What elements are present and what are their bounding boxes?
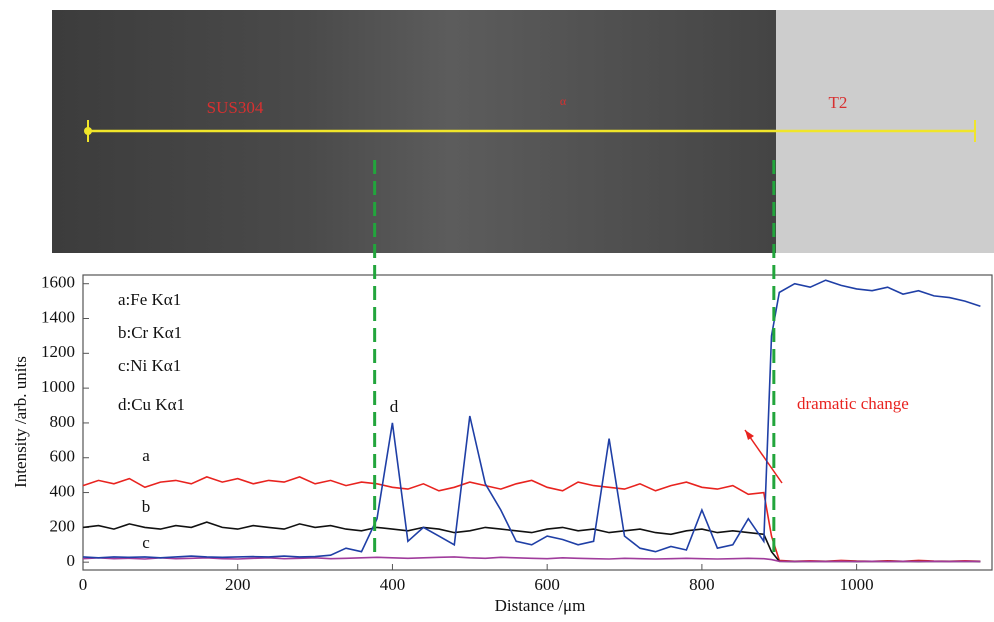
x-tick-label: 800	[689, 575, 715, 594]
x-tick-label: 600	[534, 575, 560, 594]
legend-entry: c:Ni Kα1	[118, 356, 181, 375]
x-tick-label: 0	[79, 575, 88, 594]
series-line	[82, 476, 981, 563]
series-label: a	[142, 446, 150, 465]
series-line	[82, 521, 981, 563]
legend-entry: a:Fe Kα1	[118, 290, 181, 309]
y-tick-label: 800	[50, 412, 76, 431]
series-label: c	[142, 533, 150, 552]
x-axis-title: Distance /μm	[495, 596, 586, 615]
annotation-arrow	[744, 429, 783, 484]
x-tick-label: 200	[225, 575, 251, 594]
y-tick-label: 200	[50, 516, 76, 535]
micrograph: SUS304 α T2	[52, 10, 994, 253]
arrow-head	[745, 430, 754, 440]
y-tick-label: 400	[50, 481, 76, 500]
y-tick-label: 1400	[41, 307, 75, 326]
legend-entry: b:Cr Kα1	[118, 323, 182, 342]
y-tick-label: 600	[50, 447, 76, 466]
series-line	[82, 556, 981, 563]
y-tick-label: 0	[67, 551, 76, 570]
x-tick-label: 1000	[840, 575, 874, 594]
y-tick-label: 1600	[41, 273, 75, 292]
region-label: α	[560, 94, 567, 108]
series-label: d	[390, 397, 399, 416]
series-line	[82, 279, 981, 559]
y-tick-label: 1200	[41, 342, 75, 361]
legend-entry: d:Cu Kα1	[118, 395, 185, 414]
region-label: SUS304	[207, 98, 264, 117]
x-tick-label: 400	[380, 575, 406, 594]
y-tick-label: 1000	[41, 377, 75, 396]
series-label: b	[142, 497, 151, 516]
region-label: T2	[829, 93, 848, 112]
annotation: dramatic change	[797, 394, 909, 413]
y-axis-title: Intensity /arb. units	[11, 356, 30, 488]
